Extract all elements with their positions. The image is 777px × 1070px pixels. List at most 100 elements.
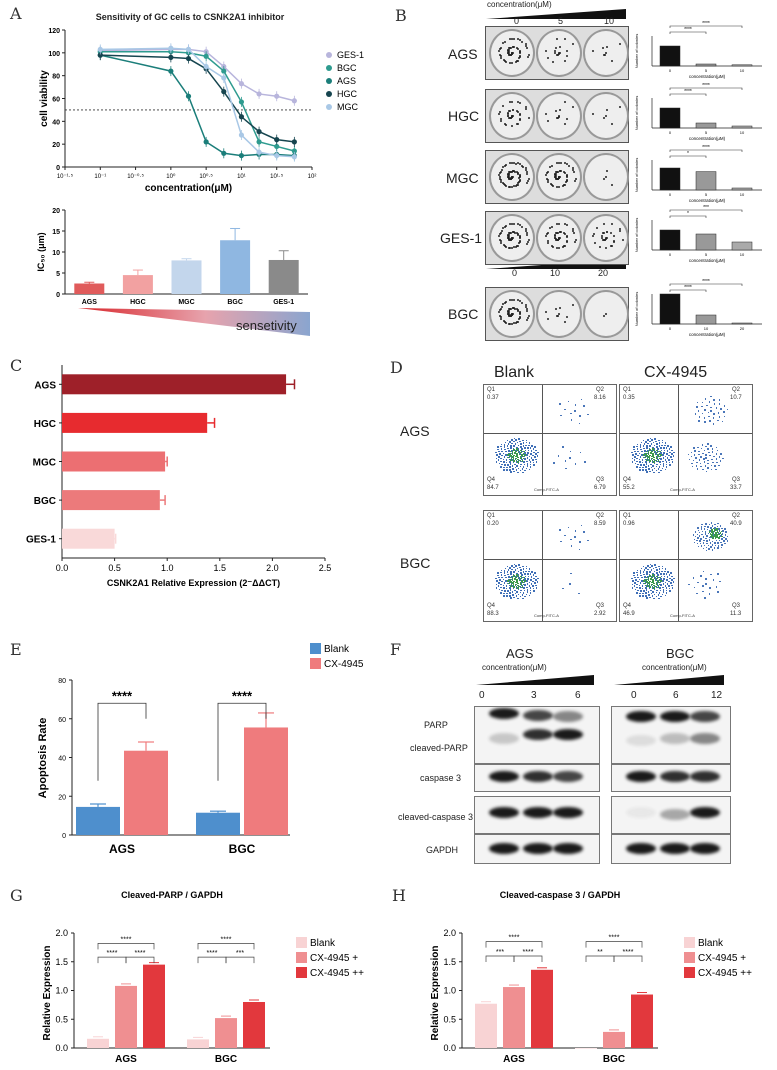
cell-event-dense xyxy=(652,579,654,581)
cell-event xyxy=(637,589,639,592)
colony-dot xyxy=(558,177,561,180)
x-tick-label: 0 xyxy=(669,192,672,197)
cell-event-dense xyxy=(653,451,656,454)
apoptotic-early-event xyxy=(719,580,721,582)
cell-event xyxy=(658,453,660,456)
colony-dot xyxy=(546,56,549,59)
sig-star: **** xyxy=(523,949,534,956)
data-point xyxy=(221,75,227,81)
q3-label: Q3 xyxy=(732,477,741,483)
apoptotic-late-event xyxy=(560,414,562,417)
apoptotic-early-event xyxy=(700,465,702,468)
cell-event xyxy=(527,575,530,578)
blot-band xyxy=(660,843,690,854)
colony-dot xyxy=(549,165,552,168)
cell-event xyxy=(669,590,671,592)
colony-dot xyxy=(499,307,502,310)
colony-dot xyxy=(546,170,549,173)
colony-dot xyxy=(502,165,505,168)
y-axis-label: IC₅₀ (μm) xyxy=(36,232,46,271)
cell-event xyxy=(506,466,508,469)
colony-dot xyxy=(550,164,553,167)
cell-event-dense xyxy=(714,529,716,531)
colony-dot xyxy=(563,320,566,323)
cell-event-dense xyxy=(648,456,650,458)
apoptotic-late-event xyxy=(697,545,700,548)
colony-dot xyxy=(602,315,605,318)
colony-dot xyxy=(517,223,520,226)
legend-swatch xyxy=(684,952,695,963)
cell-event xyxy=(533,464,535,466)
blot-band xyxy=(553,843,583,854)
cell-event xyxy=(526,454,528,456)
cell-event xyxy=(631,583,634,586)
colony-dot xyxy=(610,231,613,234)
colony-dot xyxy=(510,247,513,250)
colony-dot xyxy=(604,247,607,250)
q2-label: Q2 xyxy=(732,387,741,393)
cell-event xyxy=(501,450,503,453)
colony-dot xyxy=(605,237,608,240)
blot-band xyxy=(626,807,656,818)
cell-event xyxy=(528,570,530,573)
cell-event xyxy=(519,595,522,598)
blot-band xyxy=(690,771,720,782)
q3-value: 11.3 xyxy=(730,611,742,617)
colony-dot xyxy=(524,228,527,231)
cell-event xyxy=(639,461,641,463)
cell-event-dense xyxy=(648,582,650,584)
sig-bracket xyxy=(97,702,147,781)
cell-event-dense xyxy=(720,530,723,533)
apoptotic-late-event xyxy=(701,530,704,533)
data-point xyxy=(168,45,174,51)
y-tick-label: 60 xyxy=(58,717,66,724)
apoptotic-late-event xyxy=(570,538,572,541)
apoptotic-late-event xyxy=(559,529,561,531)
cell-event xyxy=(649,566,651,569)
cell-event xyxy=(653,570,656,573)
x-axis-label: concentration(μM) xyxy=(689,198,726,203)
colony-dot xyxy=(505,300,508,303)
apoptotic-late-event xyxy=(708,539,711,541)
colony-dot xyxy=(500,306,503,309)
apoptotic-early-event xyxy=(564,460,567,462)
cell-event xyxy=(667,445,669,447)
colony-dot xyxy=(605,313,607,315)
cell-event xyxy=(522,568,525,570)
cell-event xyxy=(532,580,534,583)
cell-event xyxy=(520,569,522,571)
cell-event xyxy=(663,573,665,575)
q1-value: 0.35 xyxy=(623,395,635,401)
colony-dot xyxy=(517,181,520,184)
q4-label: Q4 xyxy=(487,477,496,483)
colony-dot xyxy=(558,313,560,315)
cell-event-dense xyxy=(510,455,512,457)
cell-event-dense xyxy=(511,451,514,453)
colony-dot xyxy=(612,235,615,238)
cell-event xyxy=(638,584,641,587)
conc-tick: 10 xyxy=(550,268,561,278)
cell-event-dense xyxy=(522,452,525,455)
colony-dot xyxy=(574,180,577,183)
cell-event xyxy=(509,463,512,465)
colony-dot xyxy=(545,49,548,52)
cell-event-dense xyxy=(522,455,524,458)
cell-event xyxy=(636,443,639,446)
cell-event xyxy=(659,461,661,463)
cell-event xyxy=(497,459,500,461)
colony-dot xyxy=(555,315,558,318)
apoptotic-late-event xyxy=(574,404,577,406)
cell-event-dense xyxy=(655,459,657,462)
cell-event xyxy=(528,585,531,587)
cell-event-dense xyxy=(709,533,712,535)
cell-event-dense xyxy=(715,531,717,534)
colony-dot xyxy=(610,183,613,186)
cell-event xyxy=(525,441,528,444)
colony-dot xyxy=(515,184,518,187)
cell-event xyxy=(515,587,518,589)
x-tick-label: 10 xyxy=(740,130,745,135)
cell-event xyxy=(640,567,643,570)
cell-event xyxy=(664,570,666,573)
cell-event xyxy=(525,444,527,446)
colony-dish xyxy=(583,290,629,338)
